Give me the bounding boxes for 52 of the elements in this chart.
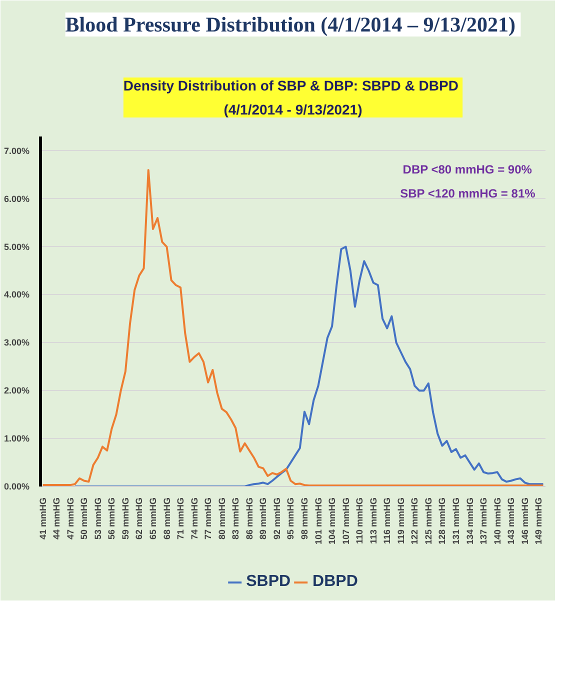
- x-tick-label: 77 mmHG: [203, 497, 214, 540]
- x-tick-label: 74 mmHG: [189, 497, 200, 540]
- x-tick-label: 98 mmHG: [299, 497, 310, 540]
- x-tick-label: 128 mmHG: [437, 497, 448, 545]
- x-tick-label: 107 mmHG: [340, 497, 351, 545]
- x-tick-label: 62 mmHG: [134, 497, 144, 540]
- x-tick-label: 125 mmHG: [423, 497, 434, 545]
- x-tick-label: 59 mmHG: [120, 497, 130, 540]
- y-tick-label: 0.00%: [4, 482, 30, 492]
- y-tick-label: 1.00%: [4, 434, 30, 444]
- x-tick-label: 116 mmHG: [382, 497, 392, 544]
- x-tick-label: 146 mmHG: [520, 497, 530, 545]
- x-tick-label: 137 mmHG: [478, 497, 489, 545]
- x-tick-label: 41 mmHG: [38, 497, 48, 540]
- line-series: [74, 246, 544, 486]
- annotation: SBP <120 mmHG = 81%: [400, 186, 536, 200]
- x-tick-label: 65 mmHG: [148, 497, 158, 540]
- x-tick-label: 134 mmHG: [464, 497, 475, 545]
- x-tick-label: 143 mmHG: [506, 497, 516, 545]
- y-tick-label: 6.00%: [4, 194, 30, 204]
- x-tick-label: 140 mmHG: [492, 497, 502, 545]
- x-tick-label: 104 mmHG: [327, 497, 338, 545]
- x-tick-label: 89 mmHG: [258, 497, 268, 540]
- x-tick-label: 119 mmHG: [396, 497, 406, 544]
- annotation: DBP <80 mmHG = 90%: [402, 162, 532, 176]
- x-tick-label: 50 mmHG: [79, 497, 90, 540]
- legend-label: SBPD: [246, 572, 291, 591]
- x-tick-label: 131 mmHG: [450, 497, 461, 545]
- y-tick-label: 5.00%: [4, 242, 30, 252]
- x-tick-label: 95 mmHG: [286, 497, 296, 540]
- x-tick-label: 53 mmHG: [92, 497, 103, 540]
- x-tick-label: 80 mmHG: [216, 497, 227, 540]
- x-tick-label: 44 mmHG: [52, 497, 62, 540]
- x-tick-label: 113 mmHG: [368, 497, 378, 544]
- x-tick-label: 56 mmHG: [106, 497, 117, 540]
- y-tick-label: 2.00%: [4, 386, 30, 396]
- x-tick-label: 83 mmHG: [230, 497, 241, 540]
- x-tick-label: 47 mmHG: [65, 497, 76, 540]
- x-tick-label: 101 mmHG: [313, 497, 324, 545]
- chart-title: Blood Pressure Distribution (4/1/2014 – 9/13/2021): [65, 12, 516, 36]
- x-tick-label: 122 mmHG: [410, 497, 420, 545]
- y-tick-label: 3.00%: [4, 338, 30, 348]
- x-tick-label: 110 mmHG: [354, 497, 365, 544]
- y-tick-label: 4.00%: [4, 290, 30, 300]
- x-tick-label: 149 mmHG: [534, 497, 544, 545]
- y-tick-label: 7.00%: [4, 146, 30, 156]
- x-tick-label: 92 mmHG: [272, 497, 282, 540]
- x-tick-label: 86 mmHG: [244, 497, 254, 540]
- x-tick-label: 68 mmHG: [162, 497, 172, 540]
- legend-label: DBPD: [312, 572, 358, 591]
- x-tick-label: 71 mmHG: [176, 497, 186, 540]
- chart-subtitle: Density Distribution of SBP & DBP: SBPD & DBPD (4/1/2014 - 9/13/2021): [123, 78, 458, 118]
